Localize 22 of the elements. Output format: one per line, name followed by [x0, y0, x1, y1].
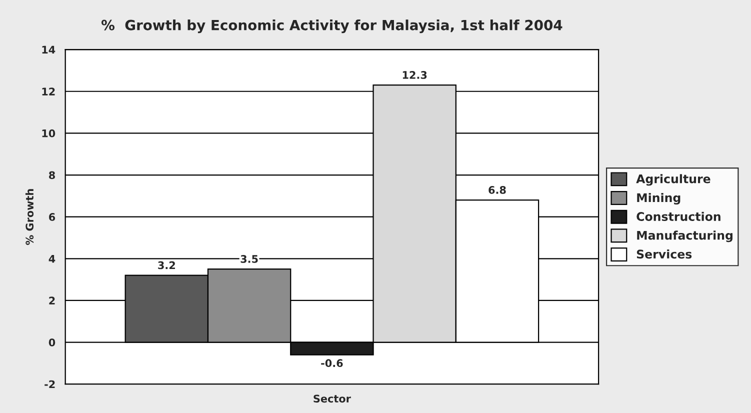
y-tick-label: 14 [42, 46, 56, 54]
data-label: 12.3 [402, 71, 427, 79]
y-tick-label: 6 [49, 213, 56, 221]
data-label: 6.8 [488, 186, 506, 194]
y-tick-label: 10 [42, 129, 56, 138]
legend-label: Agriculture [636, 174, 710, 186]
legend-label: Construction [636, 212, 720, 221]
x-axis-title: Sector [314, 394, 351, 403]
data-label: 3.2 [158, 261, 175, 270]
y-axis-title: % Growth [25, 189, 34, 245]
y-tick-label: 4 [48, 255, 56, 263]
data-label: 3.5 [240, 255, 258, 263]
legend-label: Manufacturing [637, 230, 732, 242]
data-label: -0.6 [321, 359, 343, 368]
y-tick-label: 12 [42, 88, 55, 96]
legend-label: Mining [637, 193, 680, 205]
chart-title: % Growth by Economic Activity for Malaysia, 1st half 2004 [101, 20, 562, 34]
y-tick-label: 0 [48, 338, 56, 346]
legend-label: Services [636, 249, 692, 259]
y-tick-label: 2 [49, 296, 55, 304]
y-tick-label: -2 [44, 380, 55, 388]
y-tick-label: 8 [49, 171, 55, 180]
